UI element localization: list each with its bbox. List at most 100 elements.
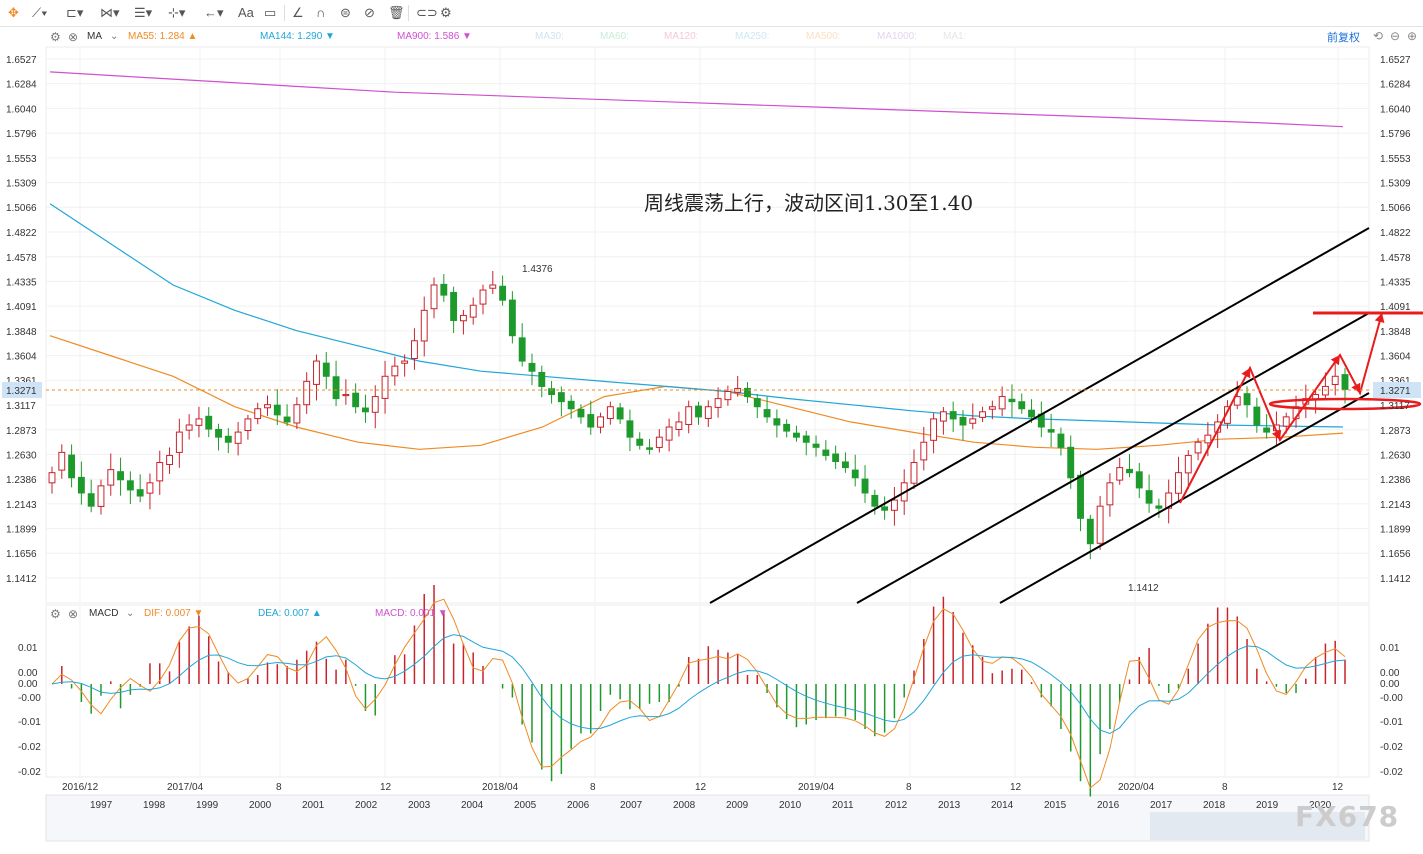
candle-body	[107, 469, 115, 486]
indicator-value-6: MA250:	[735, 31, 770, 42]
chevron-down-icon[interactable]: ⌄	[110, 31, 119, 42]
link-icon[interactable]: ⊂⊃	[416, 5, 438, 20]
candle-body	[430, 284, 438, 310]
chevron-down-icon[interactable]: ⌄	[126, 608, 135, 619]
candle-body	[714, 398, 722, 408]
close-icon[interactable]: ⊗	[68, 30, 79, 44]
candle-body	[1175, 472, 1182, 494]
zoom-in-icon[interactable]: ⊕	[1407, 29, 1418, 43]
price-tick-left: 1.1656	[6, 549, 37, 560]
candle-body	[77, 476, 85, 494]
overview-year-label: 2001	[302, 800, 325, 811]
crosshair-icon[interactable]: ✥	[8, 5, 19, 20]
candle-body	[1067, 446, 1075, 479]
price-tick-right: 1.2873	[1380, 426, 1411, 437]
pattern-tool-icon[interactable]: ⋈▾	[100, 5, 120, 20]
arrow-head-icon	[1241, 368, 1251, 379]
overview-year-label: 2009	[726, 800, 749, 811]
shape-tool-icon[interactable]: ⊏▾	[66, 5, 84, 20]
candle-body	[1282, 416, 1290, 427]
candle-body	[273, 404, 281, 416]
overview-year-label: 2003	[408, 800, 431, 811]
price-tick-right: 1.1899	[1380, 525, 1411, 536]
main-panel	[45, 46, 1370, 604]
settings-icon[interactable]: ⚙	[440, 5, 452, 20]
overview-year-label: 1998	[143, 800, 166, 811]
price-tick-right: 1.4335	[1380, 277, 1411, 288]
price-tick-right: 1.2386	[1380, 475, 1411, 486]
candle-body	[606, 406, 614, 420]
price-adjust-button[interactable]: 前复权	[1327, 32, 1360, 44]
candle-body	[48, 472, 56, 484]
gear-icon[interactable]: ⚙	[50, 607, 61, 621]
candle-body	[381, 375, 389, 399]
macd-tick-right: -0.02	[1380, 742, 1403, 753]
line-tool-icon[interactable]: ⟋▾	[32, 5, 48, 20]
time-tick-label: 8	[590, 782, 596, 793]
candle-body	[58, 451, 66, 471]
macd-indicator-name[interactable]: MACD	[89, 608, 119, 619]
overview-year-label: 2004	[461, 800, 484, 811]
candle-body	[557, 392, 565, 403]
trend-arrow-path[interactable]	[1179, 312, 1383, 504]
overview-strip[interactable]	[45, 794, 1370, 842]
overview-year-label: 2020	[1309, 800, 1332, 811]
candle-body	[117, 471, 125, 481]
time-tick-label: 2019/04	[798, 782, 835, 793]
magnet-icon[interactable]: ∩	[316, 5, 326, 20]
ma-indicator-bar: ⚙ ⊗ MA ⌄ MA55: 1.284 ▲ MA144: 1.290 ▼ MA90…	[0, 28, 1423, 46]
comment-icon[interactable]: ▭	[264, 5, 277, 20]
candle-body	[68, 454, 76, 479]
arrow-tool-icon[interactable]: ←▾	[204, 5, 224, 20]
watermark-logo: FX678	[1295, 800, 1400, 833]
hide-icon[interactable]: ⊘	[364, 5, 375, 20]
gear-icon[interactable]: ⚙	[50, 30, 61, 44]
macd-tick-left: -0.00	[18, 693, 41, 704]
candle-body	[636, 438, 644, 446]
indicator-value-7: MA500:	[806, 31, 841, 42]
close-icon[interactable]: ⊗	[68, 607, 79, 621]
trash-icon[interactable]: 🗑	[388, 5, 405, 20]
candle-body	[949, 411, 957, 420]
candle-body	[724, 391, 732, 401]
overview-year-label: 2005	[514, 800, 537, 811]
candle-body	[410, 340, 418, 360]
gann-tool-icon[interactable]: ⊹▾	[168, 5, 186, 20]
overview-selection[interactable]	[1150, 812, 1365, 840]
candle-body	[685, 406, 693, 426]
candle-body	[675, 421, 683, 431]
candle-body	[1096, 505, 1104, 544]
candle-body	[87, 493, 95, 507]
fib-tool-icon[interactable]: ☰▾	[134, 5, 153, 20]
current-price-tag-left	[2, 382, 42, 398]
text-tool-button[interactable]: Aa	[238, 5, 254, 20]
candle-body	[146, 482, 154, 494]
candle-body	[1126, 468, 1133, 474]
zoom-out-icon[interactable]: ⊖	[1390, 29, 1401, 43]
time-tick-label: 8	[1222, 782, 1228, 793]
overview-year-label: 2015	[1044, 800, 1067, 811]
support-ellipse[interactable]	[1268, 397, 1422, 411]
candle-body	[508, 299, 516, 337]
price-tick-left: 1.4822	[6, 228, 37, 239]
arrow-head-icon	[1374, 313, 1385, 324]
channel-line-upper[interactable]	[709, 227, 1370, 604]
ruler-icon[interactable]: ∠	[292, 5, 304, 20]
overview-year-label: 2010	[779, 800, 802, 811]
price-tick-right: 1.5309	[1380, 179, 1411, 190]
candle-body	[930, 418, 938, 441]
time-tick-label: 12	[1332, 782, 1344, 793]
reset-icon[interactable]: ⟲	[1373, 29, 1384, 43]
price-tick-left: 1.4578	[6, 253, 37, 264]
candle-body	[195, 418, 203, 426]
price-tick-right: 1.4822	[1380, 228, 1411, 239]
price-tick-left: 1.3848	[6, 327, 37, 338]
indicator-value-2: MACD: 0.001 ▼	[375, 608, 448, 619]
lock-icon[interactable]: ⊜	[340, 5, 351, 20]
time-tick-label: 8	[906, 782, 912, 793]
candle-body	[1321, 385, 1329, 396]
ma-indicator-name[interactable]: MA	[87, 31, 102, 42]
channel-line-middle[interactable]	[856, 312, 1370, 604]
channel-line-lower[interactable]	[999, 392, 1370, 604]
